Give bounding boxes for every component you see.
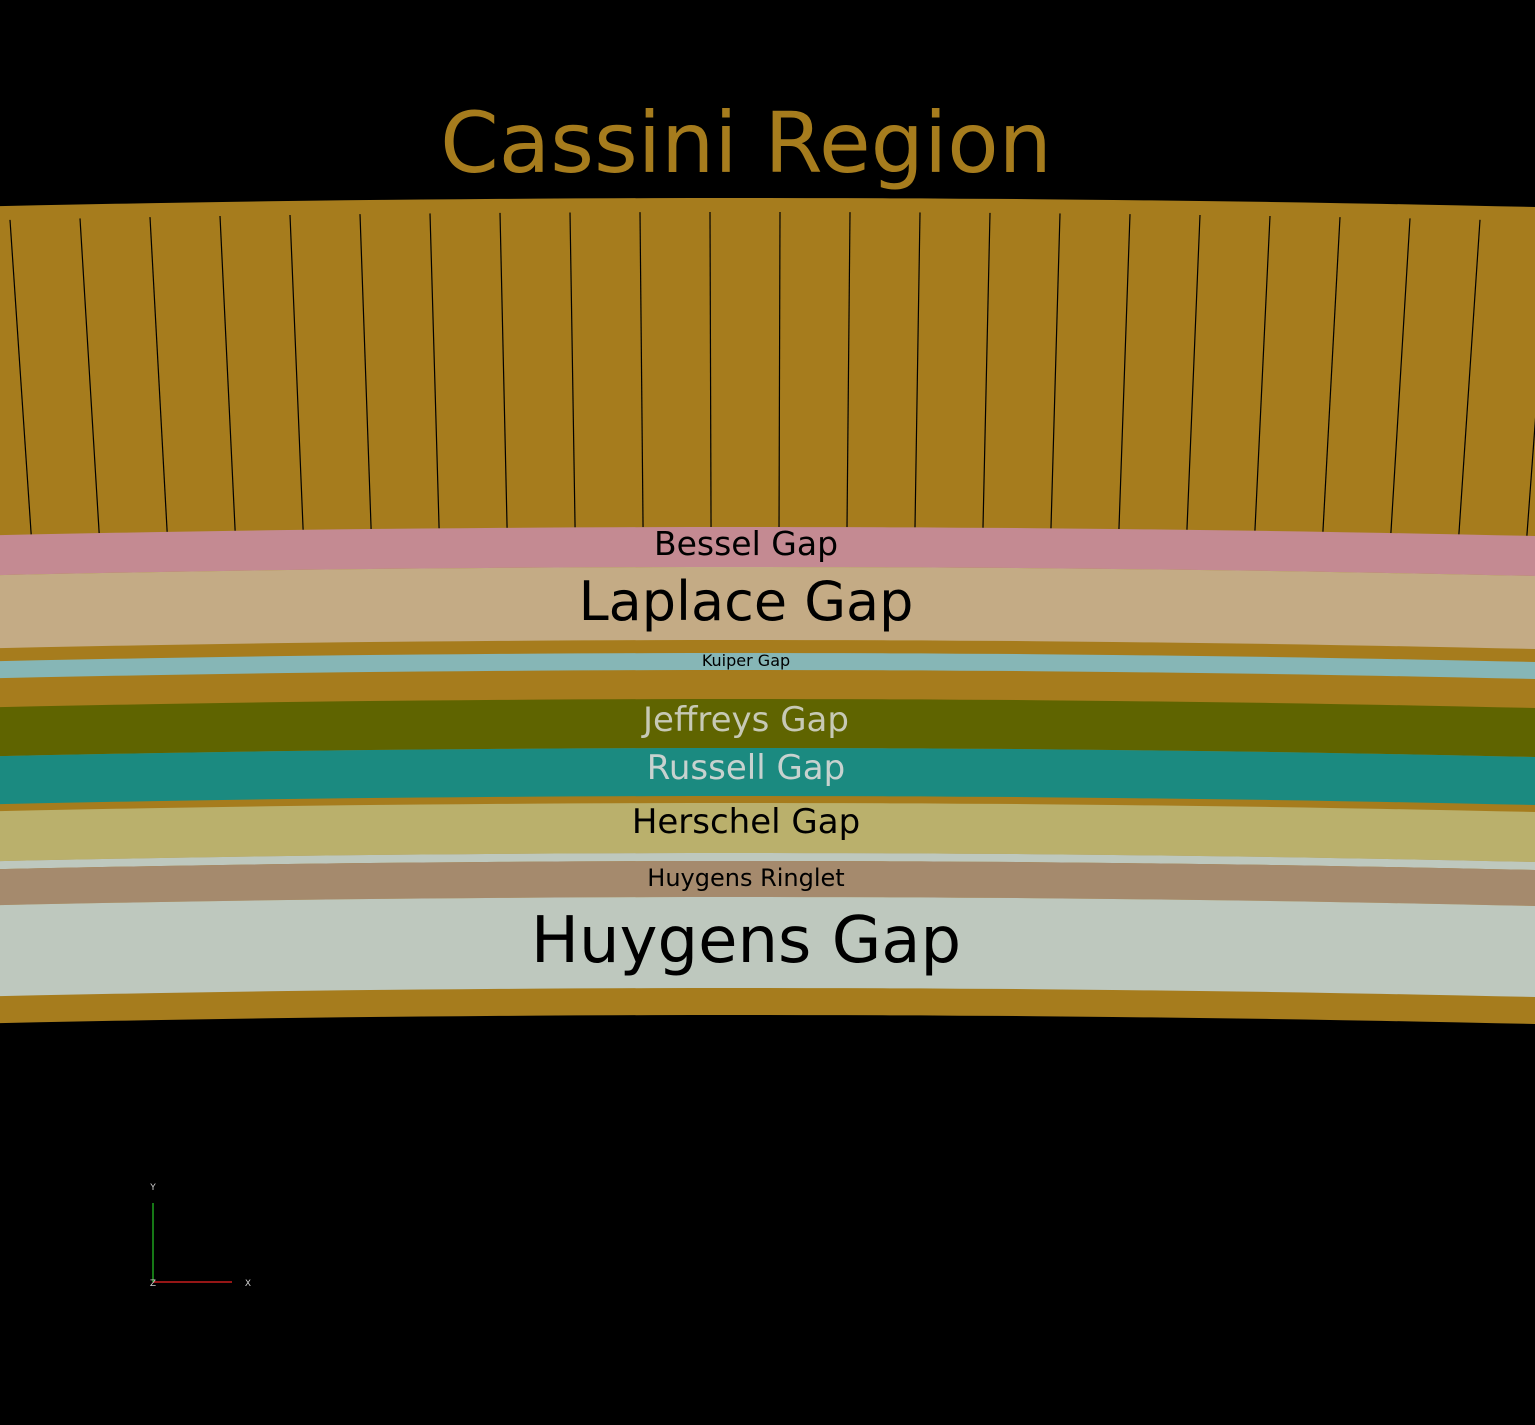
- label-herschel-gap: Herschel Gap: [632, 802, 860, 842]
- label-jeffreys-gap: Jeffreys Gap: [641, 700, 849, 740]
- label-kuiper-gap: Kuiper Gap: [702, 651, 790, 670]
- label-huygens-gap: Huygens Gap: [531, 904, 961, 978]
- ring-spoke: [1458, 219, 1481, 535]
- x-axis-label: X: [245, 1279, 251, 1289]
- band-kuiper-gap: [0, 653, 1535, 679]
- ring-spoke: [982, 212, 991, 528]
- band-huygens-ringlet: [0, 861, 1535, 906]
- ring-spoke: [289, 214, 304, 530]
- z-axis-label: Z: [150, 1279, 156, 1289]
- ring-spoke: [846, 212, 851, 528]
- label-russell-gap: Russell Gap: [647, 748, 845, 788]
- ring-spoke: [639, 212, 644, 528]
- band-jeffreys-gap: [0, 699, 1535, 757]
- ring-spoke: [9, 219, 32, 535]
- y-axis-label: Y: [149, 1183, 156, 1193]
- ring-spoke: [219, 215, 236, 531]
- ring-spoke: [499, 212, 508, 528]
- ring-spoke: [429, 213, 440, 529]
- label-huygens-ringlet: Huygens Ringlet: [647, 864, 844, 892]
- ring-spoke: [1118, 214, 1131, 530]
- band-russell-gap: [0, 748, 1535, 805]
- band-herschel-gap: [0, 803, 1535, 862]
- ring-spoke: [1050, 213, 1061, 529]
- ring-spoke: [709, 212, 712, 528]
- label-bessel-gap: Bessel Gap: [654, 524, 838, 563]
- ring-spoke: [914, 212, 921, 528]
- ring-spoke: [1526, 417, 1535, 536]
- ring-spoke: [778, 212, 781, 528]
- ring-spoke: [1322, 217, 1341, 532]
- band-labels: Bessel Gap Laplace Gap Kuiper Gap Jeffreys …: [531, 524, 961, 978]
- band-laplace-gap: [0, 567, 1535, 649]
- band-huygens-gap: [0, 897, 1535, 997]
- ring-spoke: [359, 214, 372, 530]
- orientation-axes: X Y Z: [149, 1183, 251, 1289]
- ring-spoke: [149, 217, 168, 532]
- band-bessel-gap: [0, 527, 1535, 576]
- title: Cassini Region: [440, 94, 1052, 192]
- band-sliver: [0, 853, 1535, 870]
- ring-spoke: [1186, 214, 1201, 530]
- ring-spoke: [1390, 218, 1411, 534]
- ring-system: [0, 198, 1535, 1024]
- ring-spoke: [569, 212, 576, 528]
- ring-spoke: [79, 218, 100, 534]
- label-laplace-gap: Laplace Gap: [579, 570, 914, 633]
- ring-spoke: [1254, 215, 1271, 531]
